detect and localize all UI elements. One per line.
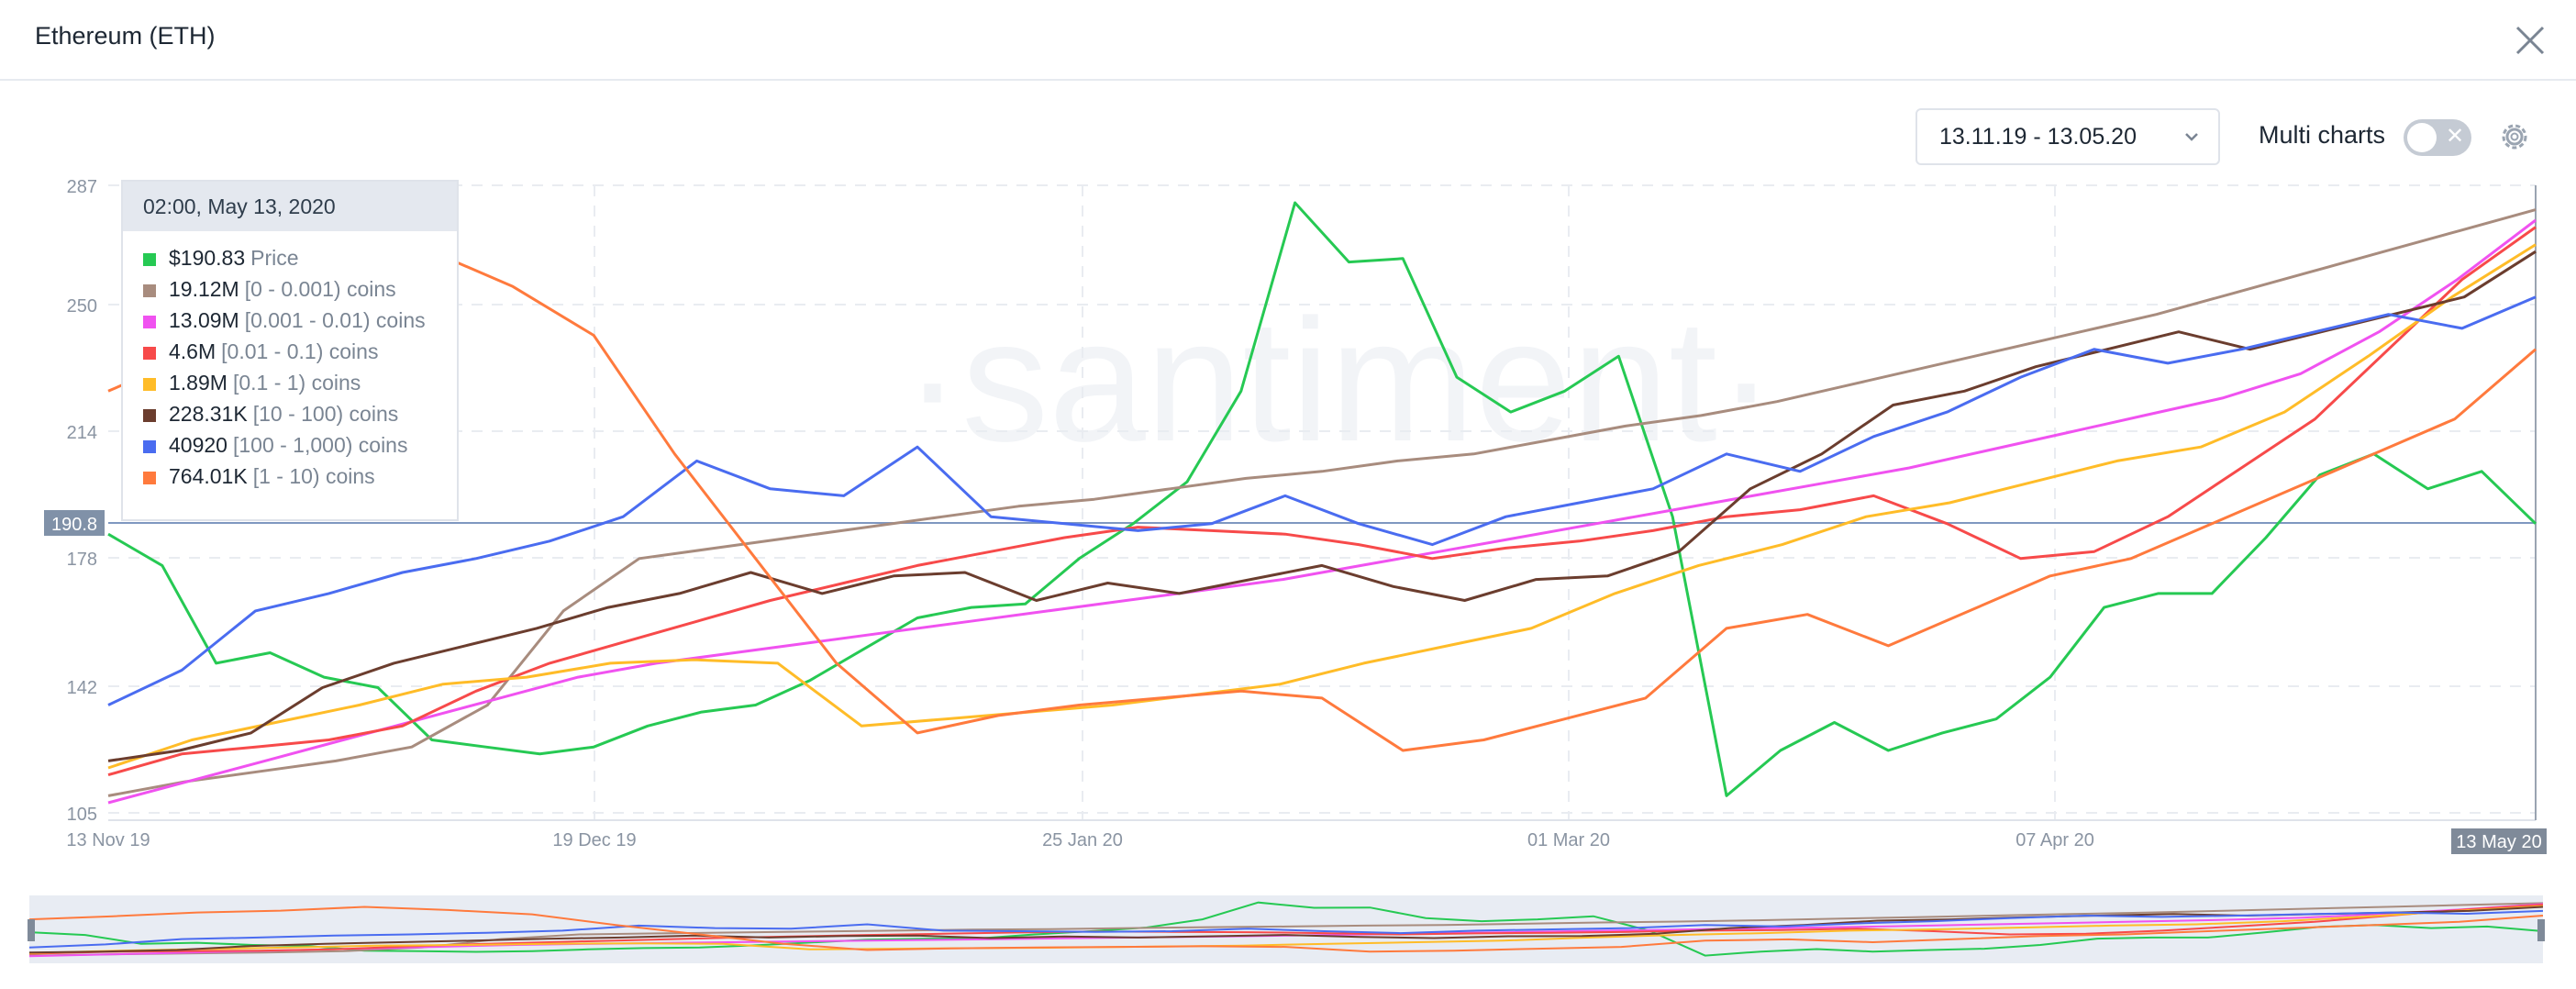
tooltip-row: 13.09M [0.001 - 0.01) coins: [123, 305, 457, 336]
x-axis: 13 Nov 19 19 Dec 19 25 Jan 20 01 Mar 20 07 A…: [66, 185, 2547, 854]
legend-swatch: [143, 346, 156, 360]
tooltip-value: 19.12M: [169, 277, 239, 301]
series-line: [107, 218, 2537, 805]
current-value-label: 190.8: [51, 515, 97, 535]
y-tick-label: 250: [67, 296, 97, 317]
x-tick-label: 13 Nov 19: [66, 830, 150, 850]
y-tick-label: 142: [67, 678, 97, 698]
tooltip-value: 4.6M: [169, 339, 217, 363]
current-value-badge: [44, 510, 105, 536]
tooltip-row: 4.6M [0.01 - 0.1) coins: [123, 336, 457, 367]
series-lines: [107, 201, 2537, 805]
tooltip-timestamp: 02:00, May 13, 2020: [123, 182, 457, 231]
tooltip-value: 40920: [169, 433, 228, 457]
date-range-value: 13.11.19 - 13.05.20: [1939, 124, 2137, 150]
tooltip-value: 1.89M: [169, 371, 228, 394]
tooltip-rows: $190.83 Price 19.12M [0 - 0.001) coins 13.09…: [123, 231, 457, 492]
santiment-watermark: ·santiment·: [904, 283, 1775, 478]
date-range-select[interactable]: 13.11.19 - 13.05.20: [1915, 108, 2220, 165]
series-line: [107, 295, 2537, 706]
toggle-off-icon: ✕: [2446, 124, 2465, 149]
navigator-series-line: [28, 905, 2544, 954]
toggle-knob: [2407, 123, 2437, 152]
navigator-series-line: [28, 906, 2544, 953]
x-tick-label: 01 Mar 20: [1527, 830, 1610, 850]
legend-swatch: [143, 377, 156, 391]
tooltip-value: 228.31K: [169, 402, 248, 426]
navigator-series-line: [28, 909, 2544, 949]
y-tick-label: 105: [67, 805, 97, 825]
navigator-handle-left: [28, 919, 35, 941]
range-navigator[interactable]: [28, 895, 2545, 963]
tooltip-row: 40920 [100 - 1,000) coins: [123, 429, 457, 461]
multi-charts-label: Multi charts: [2259, 121, 2386, 149]
tooltip-value: $190.83: [169, 246, 246, 270]
tooltip-label: [1 - 10) coins: [252, 464, 375, 488]
modal-header: Ethereum (ETH): [0, 0, 2576, 81]
tooltip-row: 764.01K [1 - 10) coins: [123, 461, 457, 492]
x-tick-label: 25 Jan 20: [1042, 830, 1123, 850]
legend-swatch: [143, 252, 156, 266]
tooltip-label: [0 - 0.001) coins: [244, 277, 396, 301]
gear-icon[interactable]: [2495, 117, 2534, 156]
navigator-handle-right: [2537, 919, 2545, 941]
series-line: [107, 250, 2537, 752]
legend-swatch: [143, 315, 156, 328]
x-tick-label: 07 Apr 20: [2015, 830, 2094, 850]
chevron-down-icon: [2183, 110, 2200, 183]
tooltip-value: 764.01K: [169, 464, 248, 488]
close-icon[interactable]: [2510, 20, 2550, 61]
series-line: [107, 243, 2537, 770]
tooltip-label: [0.1 - 1) coins: [232, 371, 361, 394]
series-line: [107, 250, 2537, 762]
legend-swatch: [143, 283, 156, 297]
legend-swatch: [143, 408, 156, 422]
tooltip-row: 1.89M [0.1 - 1) coins: [123, 367, 457, 398]
legend-swatch: [143, 471, 156, 484]
navigator-series-line: [28, 901, 2544, 957]
y-tick-label: 214: [67, 423, 97, 443]
tooltip-value: 13.09M: [169, 308, 239, 332]
tooltip-label: [0.001 - 0.01) coins: [244, 308, 426, 332]
x-tick-label: 19 Dec 19: [552, 830, 636, 850]
series-line: [107, 201, 2537, 797]
y-tick-label: 178: [67, 550, 97, 570]
tooltip-label: [10 - 100) coins: [252, 402, 399, 426]
legend-swatch: [143, 439, 156, 453]
tooltip-label: [100 - 1,000) coins: [232, 433, 408, 457]
y-axis: 287 250 214 178 142 105 190.8: [44, 177, 105, 825]
navigator-series-line: [28, 906, 2544, 954]
y-tick-label: 287: [67, 177, 97, 197]
chart-grid: [108, 184, 2536, 820]
current-date-badge: [2451, 828, 2547, 854]
tooltip-label: Price: [250, 246, 299, 270]
multi-charts-toggle[interactable]: ✕: [2404, 119, 2471, 156]
tooltip-row: $190.83 Price: [123, 242, 457, 273]
asset-title: Ethereum (ETH): [35, 22, 216, 50]
tooltip-label: [0.01 - 0.1) coins: [221, 339, 379, 363]
tooltip-row: 19.12M [0 - 0.001) coins: [123, 273, 457, 305]
chart-tooltip: 02:00, May 13, 2020 $190.83 Price 19.12M [0…: [121, 180, 459, 521]
tooltip-row: 228.31K [10 - 100) coins: [123, 398, 457, 429]
series-line: [107, 208, 2537, 797]
current-date-label: 13 May 20: [2456, 832, 2541, 852]
